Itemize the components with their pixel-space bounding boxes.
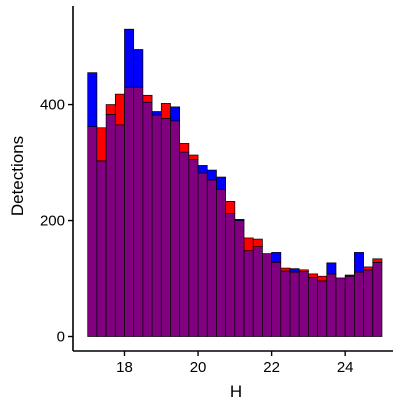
bar-overlap: [317, 280, 328, 337]
bar-series-1-excess: [372, 258, 383, 263]
bar-overlap: [298, 271, 309, 337]
axes-layer: [72, 6, 393, 352]
bar-overlap: [188, 159, 199, 337]
bar-overlap: [271, 261, 282, 337]
bars-layer: [87, 28, 383, 337]
bar-series-1-excess: [188, 154, 199, 161]
bar-series-2-excess: [124, 28, 135, 88]
bar-series-2-excess: [216, 176, 226, 190]
bar-overlap: [170, 120, 181, 337]
x-tick-label: 24: [337, 359, 354, 376]
bar-overlap: [216, 188, 226, 337]
bar-series-1-excess: [179, 143, 190, 153]
bar-overlap: [179, 151, 190, 337]
y-ticks-layer: 0 200 400: [40, 97, 73, 346]
bar-series-1-excess: [160, 103, 171, 119]
x-tick-label: 22: [263, 359, 280, 376]
bar-overlap: [308, 277, 318, 337]
bar-overlap: [326, 273, 337, 337]
bar-overlap: [197, 172, 208, 337]
bar-overlap: [105, 114, 116, 337]
bar-overlap: [133, 86, 144, 337]
bar-overlap: [160, 118, 171, 337]
y-tick-label: 400: [40, 97, 65, 114]
bar-series-1-excess: [96, 127, 107, 162]
y-axis-title: Detections: [8, 136, 27, 216]
bar-overlap: [225, 213, 236, 337]
bar-overlap: [280, 270, 291, 337]
y-tick-label: 0: [57, 329, 65, 346]
bar-series-2-excess: [197, 165, 208, 174]
bar-overlap: [206, 179, 217, 337]
x-ticks-layer: 18 20 22 24: [116, 351, 354, 376]
bar-overlap: [234, 220, 245, 337]
bar-series-2-excess: [344, 274, 355, 277]
bar-series-2-excess: [326, 262, 337, 275]
bar-overlap: [372, 261, 383, 337]
x-tick-label: 18: [116, 359, 133, 376]
bar-series-2-excess: [206, 169, 217, 181]
bar-series-2-excess: [234, 219, 245, 221]
bar-series-1-excess: [225, 201, 236, 214]
bar-overlap: [243, 250, 254, 337]
x-axis-title: H: [230, 382, 242, 401]
bar-series-2-excess: [170, 106, 181, 122]
bar-series-1-excess: [252, 238, 263, 247]
bar-overlap: [252, 246, 263, 337]
bar-series-1-excess: [298, 269, 309, 272]
bar-series-2-excess: [354, 252, 364, 273]
bar-series-2-excess: [271, 252, 282, 263]
bar-overlap: [151, 114, 162, 337]
bar-series-1-excess: [308, 273, 318, 278]
bar-series-1-excess: [105, 104, 116, 115]
bar-overlap: [262, 253, 272, 337]
bar-overlap: [114, 124, 125, 337]
bar-overlap: [344, 275, 355, 337]
bar-overlap: [142, 101, 153, 337]
x-tick-label: 20: [190, 359, 207, 376]
bar-overlap: [354, 271, 364, 337]
bar-series-1-excess: [142, 94, 153, 103]
bar-series-1-excess: [363, 266, 374, 271]
bar-series-2-excess: [133, 49, 144, 88]
bar-series-1-excess: [243, 237, 254, 252]
bar-series-2-excess: [289, 268, 300, 273]
bar-series-1-excess: [114, 93, 125, 126]
bar-series-1-excess: [317, 275, 328, 282]
bar-overlap: [96, 160, 107, 337]
bar-overlap: [87, 126, 98, 337]
bar-overlap: [124, 86, 135, 337]
bar-series-2-excess: [87, 72, 98, 127]
bar-overlap: [289, 271, 300, 337]
bar-overlap: [363, 269, 374, 337]
bar-series-1-excess: [280, 267, 291, 272]
bar-series-2-excess: [151, 111, 162, 116]
y-tick-label: 200: [40, 213, 65, 230]
bar-overlap: [335, 277, 346, 337]
